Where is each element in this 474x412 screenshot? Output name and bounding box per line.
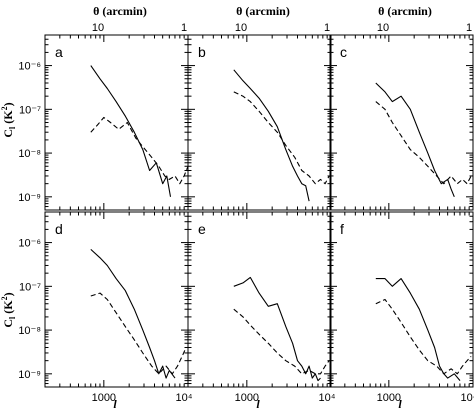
y-axis-title-top: Cl (K2) bbox=[0, 102, 17, 137]
x-tick-label: 10⁴ bbox=[461, 392, 474, 404]
top-tick-label: 1 bbox=[324, 22, 330, 34]
ylabel-unit: (K bbox=[1, 110, 15, 124]
series-line-dashed bbox=[90, 116, 188, 185]
panel-letter: b bbox=[198, 44, 206, 60]
series-line-dashed bbox=[375, 298, 472, 375]
y-tick-label: 10⁻⁸ bbox=[18, 325, 41, 337]
x-tick-label: 1000 bbox=[92, 392, 116, 404]
series-group bbox=[233, 69, 330, 202]
series-group bbox=[233, 276, 330, 382]
y-axis-title-bottom: Cl (K2) bbox=[0, 292, 17, 327]
series-line-solid bbox=[233, 69, 310, 202]
panel-frame bbox=[187, 211, 332, 388]
svg-text:Cl(K2): Cl (K2) bbox=[0, 292, 17, 327]
series-line-solid bbox=[90, 248, 176, 379]
ylabel-unit-exp: 2 bbox=[0, 106, 9, 110]
x-axis-title-c: l bbox=[398, 397, 402, 411]
series-line-dashed bbox=[375, 101, 472, 185]
y-tick-label: 10⁻⁶ bbox=[18, 61, 41, 73]
ylabel-unit: (K bbox=[1, 300, 15, 314]
panel-letter: d bbox=[55, 221, 63, 237]
series-line-solid bbox=[375, 278, 461, 381]
series-group bbox=[90, 248, 187, 379]
ylabel-unit-exp: 2 bbox=[0, 296, 9, 300]
panel-e: 1000 10⁴ e bbox=[187, 211, 336, 404]
x-tick-label: 1000 bbox=[377, 392, 401, 404]
series-line-dashed bbox=[233, 308, 330, 375]
x-axis-title-b: l bbox=[256, 397, 260, 411]
top-tick-label: 1 bbox=[181, 22, 187, 34]
ylabel-unit-close: ) bbox=[1, 292, 15, 296]
panel-frame bbox=[187, 34, 332, 211]
top-axis-title-left: θ (arcmin) bbox=[93, 4, 147, 18]
x-tick-label: 10⁴ bbox=[319, 392, 336, 404]
top-tick-label: 10 bbox=[235, 22, 247, 34]
series-line-dashed bbox=[90, 292, 187, 375]
panel-frame bbox=[44, 211, 189, 388]
series-line-dashed bbox=[233, 91, 330, 185]
panel-frame bbox=[44, 34, 189, 211]
top-axis-title-right: θ (arcmin) bbox=[378, 4, 432, 18]
panel-letter: a bbox=[55, 44, 63, 60]
series-group bbox=[375, 82, 472, 198]
top-tick-label: 10 bbox=[92, 22, 104, 34]
y-tick-label: 10⁻⁹ bbox=[18, 192, 41, 204]
panel-c: 10 1 c bbox=[329, 22, 474, 211]
x-axis-title-a: l bbox=[113, 397, 117, 411]
panel-letter: e bbox=[198, 221, 206, 237]
top-tick-label: 10 bbox=[377, 22, 389, 34]
panel-d: 10⁻⁹ 10⁻⁸ 10⁻⁷ 10⁻⁶ 1000 10⁴ d bbox=[18, 211, 193, 404]
ylabel-c: C bbox=[1, 319, 15, 328]
ylabel-c: C bbox=[1, 129, 15, 138]
y-tick-label: 10⁻⁹ bbox=[18, 369, 41, 381]
x-tick-label: 1000 bbox=[235, 392, 259, 404]
series-line-solid bbox=[375, 82, 455, 198]
series-group bbox=[375, 278, 472, 381]
panel-letter: c bbox=[340, 44, 347, 60]
series-line-solid bbox=[90, 65, 172, 197]
series-group bbox=[90, 65, 188, 197]
ylabel-unit-close: ) bbox=[1, 102, 15, 106]
y-tick-label: 10⁻⁸ bbox=[18, 148, 41, 160]
top-axis-title-middle: θ (arcmin) bbox=[236, 4, 290, 18]
x-tick-label: 10⁴ bbox=[176, 392, 193, 404]
panel-a: 10⁻⁹ 10⁻⁸ 10⁻⁷ 10⁻⁶ 10 1 a bbox=[18, 22, 189, 211]
y-tick-label: 10⁻⁶ bbox=[18, 238, 41, 250]
panel-f: 1000 10⁴ f bbox=[329, 211, 474, 404]
y-tick-label: 10⁻⁷ bbox=[19, 104, 41, 116]
svg-text:Cl(K2): Cl (K2) bbox=[0, 102, 17, 137]
y-tick-label: 10⁻⁷ bbox=[19, 281, 41, 293]
series-line-solid bbox=[233, 276, 321, 382]
ylabel-sub: l bbox=[8, 126, 17, 129]
panel-frame bbox=[329, 34, 474, 211]
ylabel-sub: l bbox=[8, 316, 17, 319]
panel-frame bbox=[329, 211, 474, 388]
top-tick-label: 1 bbox=[466, 22, 472, 34]
panel-b: 10 1 b bbox=[187, 22, 332, 211]
panel-letter: f bbox=[340, 221, 344, 237]
